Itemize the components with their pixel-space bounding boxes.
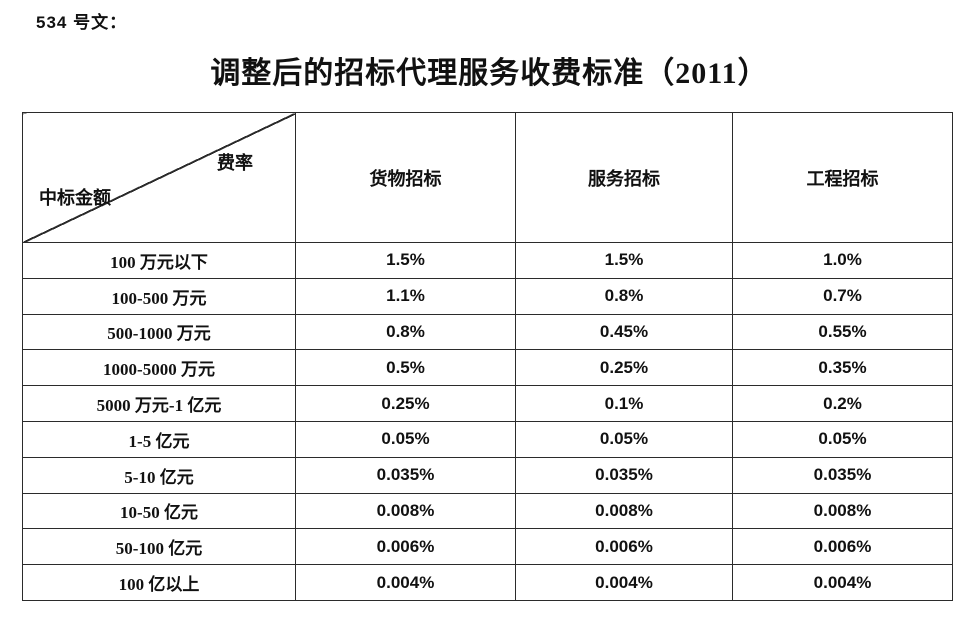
row-label-amount-tier: 1000-5000 万元 — [22, 349, 296, 387]
row-label-amount-tier: 100 亿以上 — [22, 564, 296, 601]
rate-cell: 0.45% — [515, 313, 733, 351]
corner-header-cell: 费率 中标金额 — [22, 112, 296, 243]
table-row: 500-1000 万元 0.8% 0.45% 0.55% — [22, 313, 953, 351]
rate-cell: 0.004% — [515, 564, 733, 601]
fee-table-body: 100 万元以下 1.5% 1.5% 1.0% 100-500 万元 1.1% 0.8% 0.… — [22, 242, 953, 601]
table-row: 10-50 亿元 0.008% 0.008% 0.008% — [22, 492, 953, 530]
row-label-amount-tier: 500-1000 万元 — [22, 313, 296, 351]
rate-cell: 0.008% — [732, 492, 953, 530]
rate-cell: 0.25% — [295, 385, 516, 422]
rate-cell: 0.006% — [295, 528, 516, 566]
rate-cell: 0.5% — [295, 349, 516, 387]
corner-label-rate: 费率 — [217, 153, 253, 173]
table-row: 1-5 亿元 0.05% 0.05% 0.05% — [22, 420, 953, 458]
table-row: 100-500 万元 1.1% 0.8% 0.7% — [22, 277, 953, 315]
rate-cell: 1.5% — [295, 242, 516, 279]
rate-cell: 0.8% — [515, 277, 733, 315]
rate-cell: 0.006% — [515, 528, 733, 566]
rate-cell: 1.5% — [515, 242, 733, 279]
rate-cell: 0.35% — [732, 349, 953, 387]
header-row: 费率 中标金额 货物招标 服务招标 工程招标 — [22, 112, 953, 243]
rate-cell: 1.1% — [295, 277, 516, 315]
corner-label-bid-amount: 中标金额 — [39, 188, 111, 208]
column-header-goods-tender: 货物招标 — [295, 112, 516, 243]
column-header-service-tender: 服务招标 — [515, 112, 733, 243]
table-row: 5000 万元-1 亿元 0.25% 0.1% 0.2% — [22, 385, 953, 422]
rate-cell: 0.035% — [515, 456, 733, 494]
fee-table: 费率 中标金额 货物招标 服务招标 工程招标 100 万元以下 1.5% 1.5% 1… — [22, 112, 953, 601]
rate-cell: 0.55% — [732, 313, 953, 351]
rate-cell: 0.05% — [732, 420, 953, 458]
rate-cell: 0.2% — [732, 385, 953, 422]
rate-cell: 0.25% — [515, 349, 733, 387]
rate-cell: 0.035% — [295, 456, 516, 494]
rate-cell: 0.006% — [732, 528, 953, 566]
row-label-amount-tier: 5-10 亿元 — [22, 456, 296, 494]
rate-cell: 0.008% — [295, 492, 516, 530]
table-row: 100 万元以下 1.5% 1.5% 1.0% — [22, 242, 953, 279]
rate-cell: 0.05% — [295, 420, 516, 458]
table-row: 50-100 亿元 0.006% 0.006% 0.006% — [22, 528, 953, 566]
doc-title: 调整后的招标代理服务收费标准（2011） — [210, 57, 769, 90]
rate-cell: 0.008% — [515, 492, 733, 530]
rate-cell: 0.1% — [515, 385, 733, 422]
table-row: 1000-5000 万元 0.5% 0.25% 0.35% — [22, 349, 953, 387]
column-header-works-tender: 工程招标 — [732, 112, 953, 243]
rate-cell: 0.035% — [732, 456, 953, 494]
rate-cell: 0.05% — [515, 420, 733, 458]
row-label-amount-tier: 100-500 万元 — [22, 277, 296, 315]
rate-cell: 0.004% — [295, 564, 516, 601]
row-label-amount-tier: 50-100 亿元 — [22, 528, 296, 566]
row-label-amount-tier: 10-50 亿元 — [22, 492, 296, 530]
row-label-amount-tier: 1-5 亿元 — [22, 420, 296, 458]
table-row: 100 亿以上 0.004% 0.004% 0.004% — [22, 564, 953, 601]
rate-cell: 1.0% — [732, 242, 953, 279]
table-row: 5-10 亿元 0.035% 0.035% 0.035% — [22, 456, 953, 494]
row-label-amount-tier: 5000 万元-1 亿元 — [22, 385, 296, 422]
rate-cell: 0.7% — [732, 277, 953, 315]
rate-cell: 0.004% — [732, 564, 953, 601]
row-label-amount-tier: 100 万元以下 — [22, 242, 296, 279]
doc-ref-label: 534 号文： — [36, 13, 128, 32]
rate-cell: 0.8% — [295, 313, 516, 351]
